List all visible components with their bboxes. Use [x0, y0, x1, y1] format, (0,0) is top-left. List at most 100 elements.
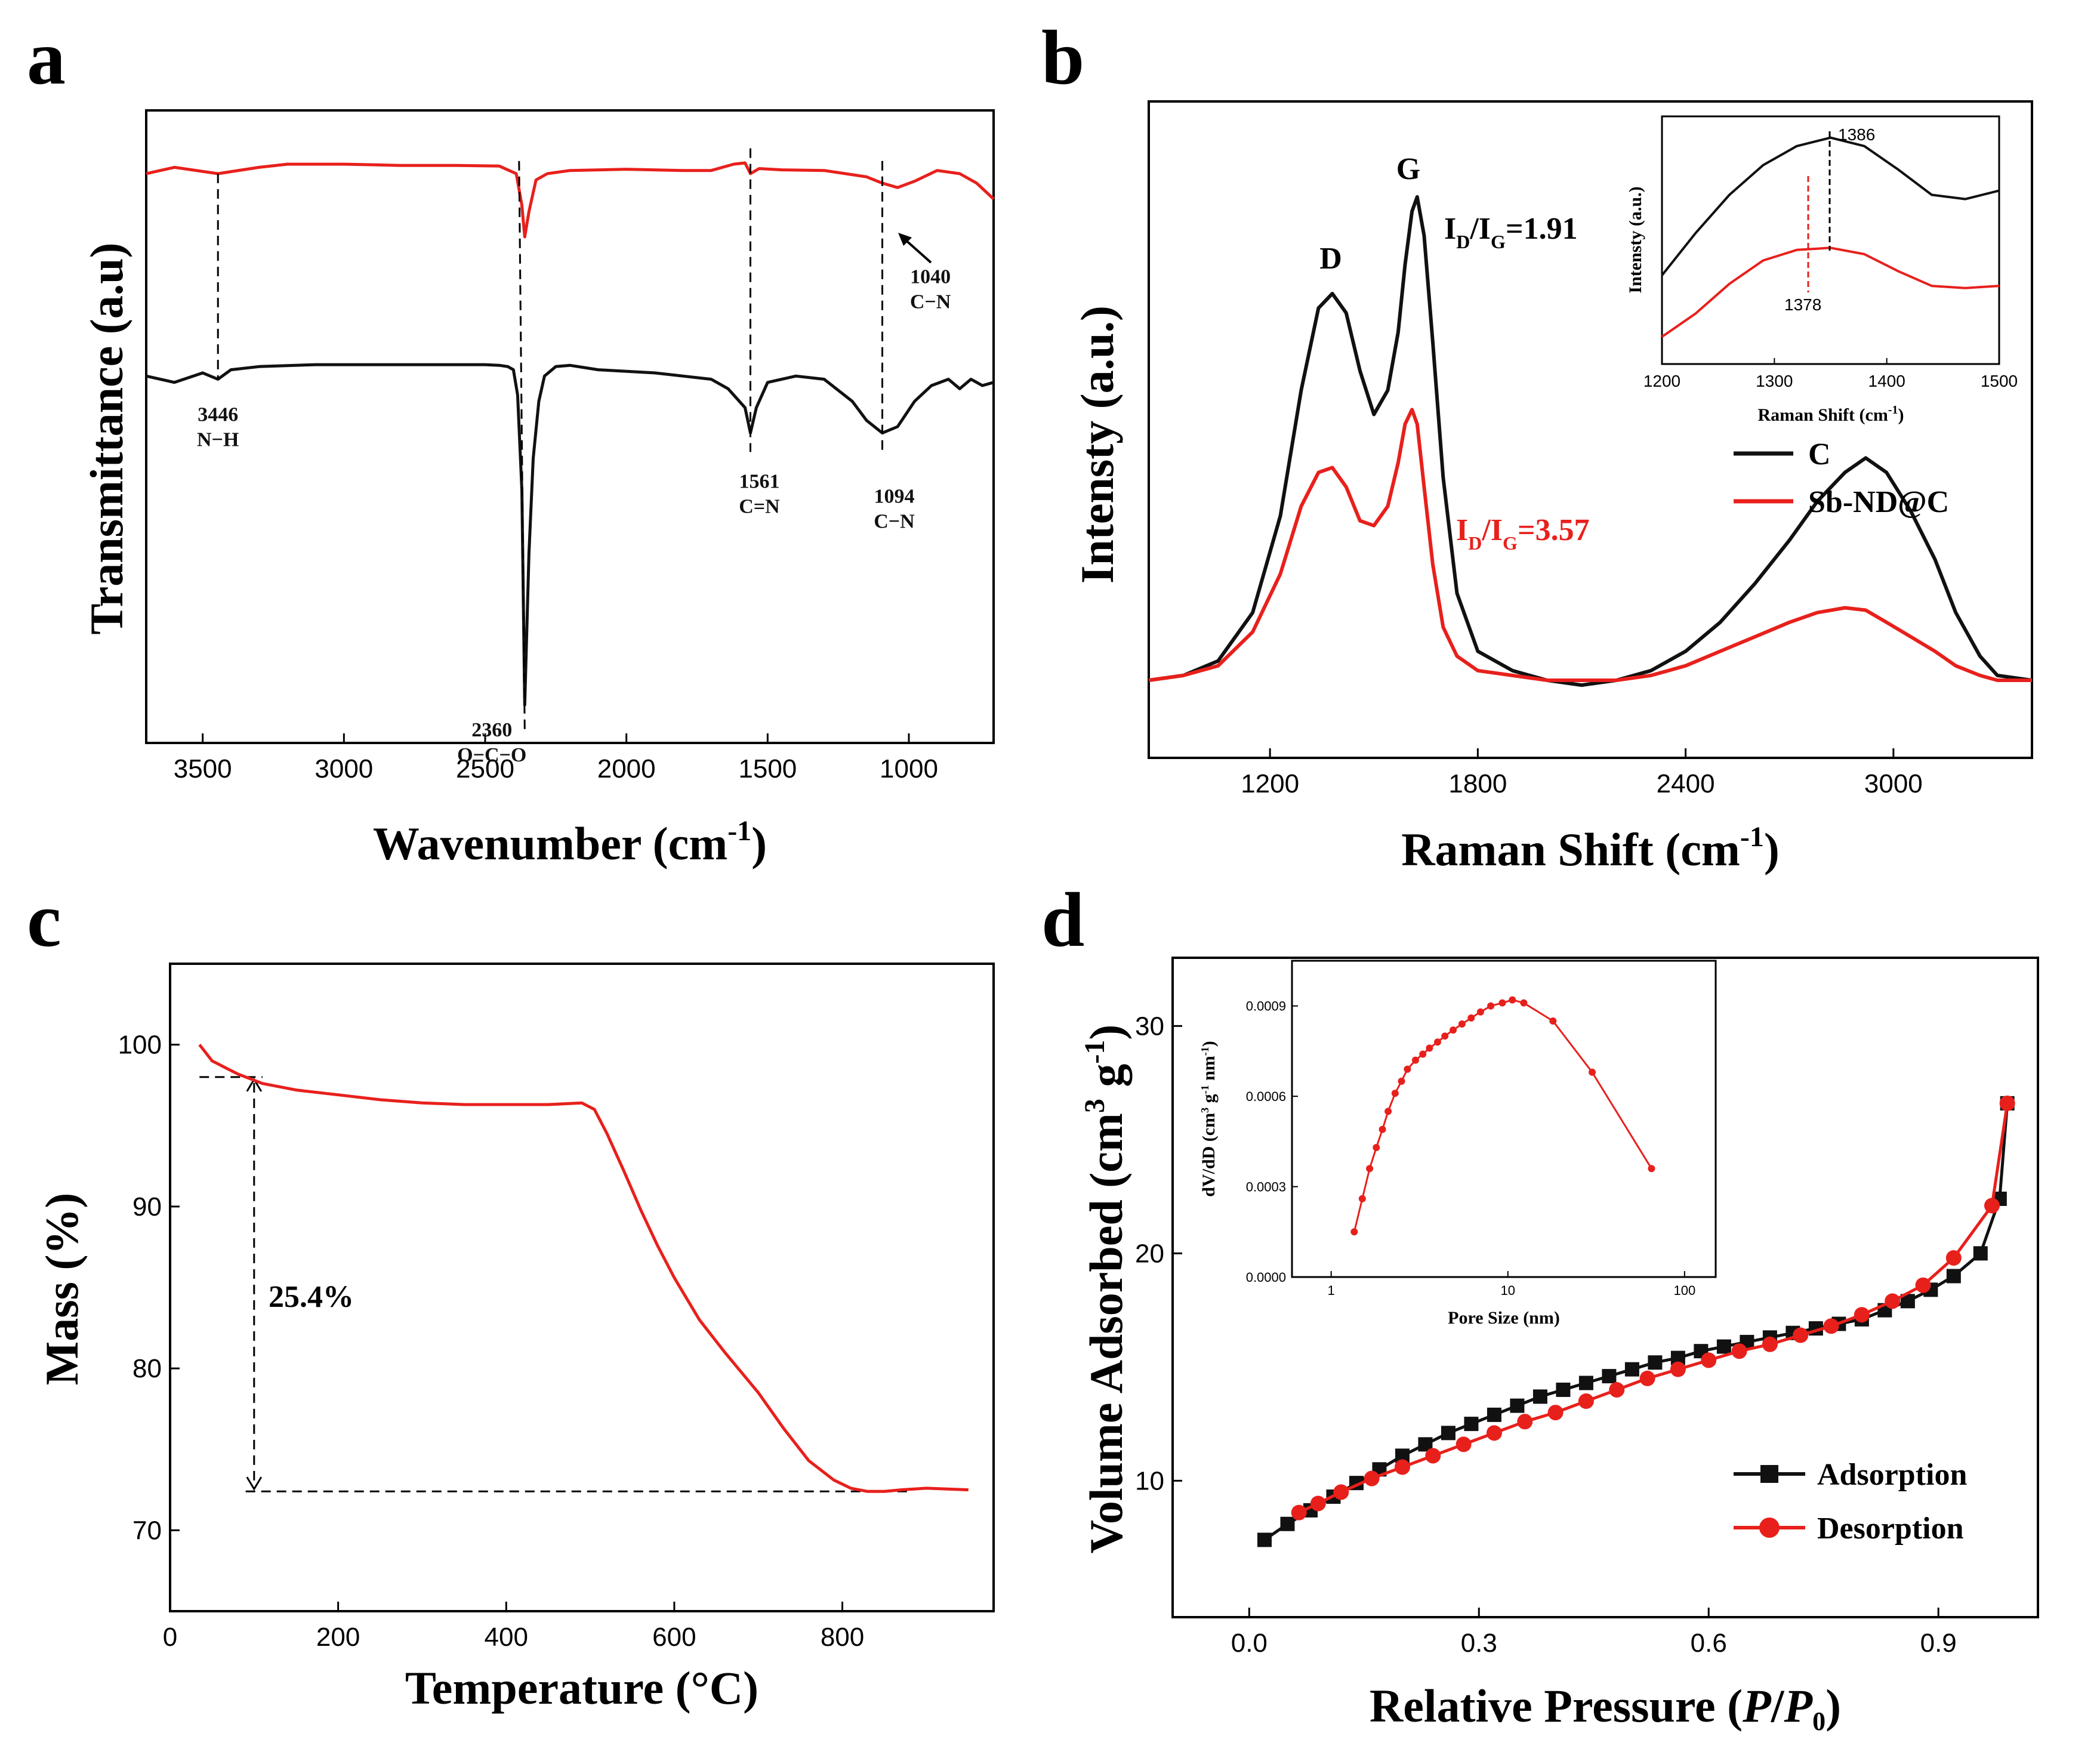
peak-label-2360: 2360 [471, 719, 512, 741]
panel-d-plot-frame [1171, 957, 2039, 1618]
desorption-point [1885, 1293, 1901, 1309]
panel-a-x-title: Wavenumber (cm-1) [373, 815, 767, 869]
peak-bond-3446: N−H [197, 429, 239, 451]
series-line-sbndc [1148, 408, 2032, 682]
psd-point [1487, 1002, 1495, 1010]
panel-a-x-ticks: 3500 3000 2500 2000 1500 1000 [174, 733, 938, 784]
panel-b-x-title: Raman Shift (cm-1) [1401, 821, 1780, 875]
panel-b-inset-ticks: 1200 1300 1400 1500 [1643, 358, 2018, 390]
panel-b-letter: b [1041, 15, 1084, 101]
panel-d-x-title: Relative Pressure (P/P0) [1370, 1680, 1841, 1736]
panel-b-d-band-label: D [1319, 242, 1342, 276]
psd-point [1426, 1044, 1433, 1052]
inset-x-tick-label: 1500 [1981, 372, 2018, 390]
adsorption-point [1487, 1407, 1501, 1422]
panel-b-ratio-c: ID/IG=1.91 [1444, 212, 1578, 252]
panel-b-g-band-label: G [1396, 152, 1420, 186]
desorption-point [1823, 1318, 1839, 1334]
psd-point [1467, 1014, 1475, 1022]
psd-point [1589, 1068, 1596, 1076]
desorption-point [1486, 1425, 1502, 1441]
desorption-point [1517, 1414, 1533, 1430]
panel-d-legend: Adsorption Desorption [1734, 1458, 1967, 1546]
inset-peak-s-label: 1378 [1784, 295, 1821, 314]
adsorption-point [1464, 1417, 1479, 1432]
psd-point [1498, 999, 1506, 1007]
d-x-tick-label: 0.9 [1920, 1629, 1957, 1658]
psd-point [1441, 1032, 1449, 1040]
series-line-c [146, 363, 994, 707]
panel-c-letter: c [27, 877, 61, 963]
series-line-c [1148, 195, 2033, 687]
psd-point [1379, 1125, 1386, 1133]
inset-y-tick-label: 0.0009 [1246, 999, 1286, 1014]
legend-label-sbndc: Sb-ND@C [1808, 485, 1949, 519]
legend-label-c: C [1808, 437, 1831, 471]
series-line-tga [198, 1044, 969, 1493]
panel-d-inset-series [1350, 996, 1655, 1236]
desorption-point [1310, 1495, 1326, 1512]
desorption-point [1364, 1470, 1380, 1486]
panel-c-y-title: Mass (%) [36, 1193, 88, 1386]
adsorption-point [1973, 1246, 1988, 1261]
desorption-point [1701, 1352, 1717, 1368]
psd-point [1520, 999, 1528, 1007]
inset-y-tick-label: 0.0003 [1246, 1180, 1286, 1195]
a-x-tick-label: 1000 [880, 754, 938, 784]
desorption-point [1984, 1198, 2000, 1214]
panel-b-inset-x-title: Raman Shift (cm-1) [1758, 403, 1904, 425]
peak-bond-2360: O−C−O [457, 744, 526, 766]
d-x-tick-label: 0.3 [1461, 1629, 1497, 1658]
adsorption-point [1510, 1398, 1525, 1413]
d-y-tick-label: 20 [1135, 1239, 1164, 1268]
panel-a-y-title: Transmittance (a.u) [81, 242, 132, 634]
inset-x-tick-label: 1400 [1868, 372, 1905, 390]
inset-x-tick-label: 10 [1501, 1283, 1515, 1298]
d-x-tick-label: 0.0 [1231, 1629, 1268, 1658]
psd-point [1373, 1143, 1380, 1151]
panel-b: b 1200 1800 2400 3000 D G ID/IG=1.91 ID/IG=… [1041, 15, 2033, 875]
panel-c: c 0 200 400 600 800 70 80 90 100 25.4% Temperatu… [27, 877, 995, 1714]
panel-c-plot-frame [169, 963, 995, 1612]
adsorption-point [1946, 1269, 1961, 1284]
panel-c-x-title: Temperature (°C) [405, 1662, 758, 1714]
psd-point [1391, 1090, 1399, 1097]
panel-b-y-title: Intensty (a.u.) [1071, 306, 1123, 584]
b-x-tick-label: 1200 [1241, 769, 1299, 798]
panel-d: d 0.0 0.3 0.6 0.9 10 20 30 Adsorption Desorpti… [1041, 877, 2039, 1736]
panel-c-series [198, 1044, 969, 1493]
desorption-point [1609, 1381, 1625, 1398]
inset-x-tick-label: 1300 [1756, 372, 1793, 390]
panel-d-inset-frame [1291, 960, 1717, 1278]
panel-b-inset-y-title: Intensty (a.u.) [1626, 186, 1645, 293]
inset-y-tick-label: 0.0006 [1246, 1089, 1286, 1104]
peak-label-3446: 3446 [198, 404, 238, 426]
psd-point [1549, 1017, 1557, 1025]
peak-label-1040: 1040 [910, 266, 951, 288]
panel-b-legend: C Sb-ND@C [1734, 437, 1949, 519]
series-line-sbndc [146, 161, 995, 239]
psd-point [1411, 1056, 1419, 1064]
desorption-point [1945, 1250, 1962, 1266]
d-y-tick-label: 10 [1135, 1466, 1164, 1495]
psd-point [1509, 996, 1516, 1004]
desorption-point [1854, 1307, 1870, 1323]
adsorption-point [1716, 1339, 1731, 1354]
desorption-point [1394, 1459, 1410, 1475]
panel-b-ratio-s: ID/IG=3.57 [1456, 513, 1590, 554]
c-y-tick-label: 80 [132, 1354, 162, 1383]
a-x-tick-label: 1500 [738, 754, 797, 784]
c-x-tick-label: 0 [163, 1623, 177, 1652]
b-x-tick-label: 1800 [1448, 769, 1507, 798]
psd-point [1384, 1108, 1392, 1115]
a-x-tick-label: 3500 [174, 754, 232, 784]
adsorption-point [1602, 1369, 1617, 1384]
psd-point [1404, 1065, 1411, 1073]
c-y-tick-label: 70 [132, 1516, 162, 1545]
psd-point [1358, 1195, 1366, 1202]
panel-a-letter: a [27, 15, 66, 101]
panel-d-inset-y-title: dV/dD (cm3 g-1 nm-1) [1199, 1041, 1219, 1197]
a-x-tick-label: 2500 [456, 754, 514, 784]
d-x-tick-label: 0.6 [1691, 1629, 1727, 1658]
panel-a-annotations: 3446 N−H 2360 O−C−O 1561 C=N 1094 C−N 1040 C−N [197, 266, 951, 766]
